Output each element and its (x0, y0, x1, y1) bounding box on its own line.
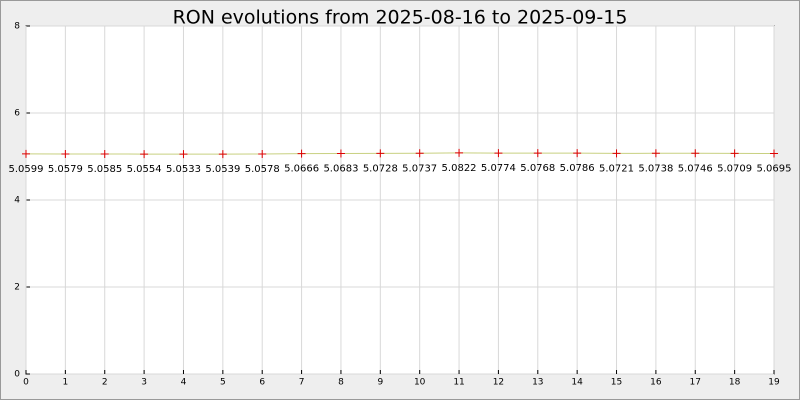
marker (258, 149, 267, 158)
value-label: 5.0737 (402, 163, 437, 174)
x-tick-label: 9 (377, 378, 383, 388)
value-label: 5.0822 (442, 163, 477, 174)
x-tick-label: 15 (611, 378, 622, 388)
marker (612, 149, 621, 158)
value-label: 5.0738 (638, 163, 673, 174)
value-label: 5.0786 (560, 163, 595, 174)
value-label: 5.0728 (363, 163, 398, 174)
marker (297, 149, 306, 158)
marker (336, 149, 345, 158)
x-tick-label: 12 (493, 378, 504, 388)
marker (533, 149, 542, 158)
marker (573, 149, 582, 158)
marker (691, 149, 700, 158)
x-tick-label: 13 (532, 378, 543, 388)
value-label: 5.0768 (520, 163, 555, 174)
value-label: 5.0578 (245, 164, 280, 175)
value-label: 5.0599 (9, 164, 44, 175)
marker (651, 149, 660, 158)
x-tick-label: 3 (141, 378, 147, 388)
value-label: 5.0533 (166, 164, 201, 175)
x-tick-label: 1 (63, 378, 69, 388)
x-tick-label: 0 (23, 378, 29, 388)
marker (140, 150, 149, 159)
x-tick-label: 10 (414, 378, 426, 388)
y-tick-label: 8 (14, 22, 20, 32)
value-label: 5.0554 (127, 164, 162, 175)
value-label: 5.0721 (599, 163, 634, 174)
x-tick-label: 17 (690, 378, 701, 388)
y-tick-label: 4 (14, 196, 20, 206)
x-tick-label: 2 (102, 378, 108, 388)
x-tick-label: 8 (338, 378, 344, 388)
y-tick-label: 6 (14, 109, 20, 119)
value-label: 5.0539 (205, 164, 240, 175)
value-label: 5.0695 (757, 163, 792, 174)
x-tick-label: 19 (768, 378, 780, 388)
marker (494, 149, 503, 158)
marker (22, 149, 30, 158)
value-label: 5.0585 (87, 164, 122, 175)
chart-title: RON evolutions from 2025-08-16 to 2025-0… (173, 7, 628, 29)
value-label: 5.0746 (678, 163, 713, 174)
marker (730, 149, 739, 158)
x-tick-label: 4 (181, 378, 187, 388)
marker (179, 150, 188, 159)
marker (770, 149, 778, 158)
x-tick-label: 18 (729, 378, 741, 388)
marker (100, 149, 109, 158)
marker (61, 149, 70, 158)
x-tick-label: 16 (650, 378, 662, 388)
value-label: 5.0683 (323, 164, 358, 175)
value-label: 5.0666 (284, 164, 319, 175)
marker (376, 149, 385, 158)
marker (455, 148, 464, 157)
marker (415, 149, 424, 158)
value-label: 5.0774 (481, 163, 516, 174)
marker (218, 150, 227, 159)
series-line (25, 152, 775, 155)
y-tick-label: 2 (14, 283, 20, 293)
x-tick-label: 5 (220, 378, 226, 388)
x-tick-label: 7 (299, 378, 305, 388)
x-tick-label: 11 (453, 378, 464, 388)
x-tick-label: 14 (571, 378, 583, 388)
x-tick-label: 6 (259, 378, 265, 388)
value-label: 5.0709 (717, 163, 752, 174)
y-tick-label: 0 (14, 370, 20, 380)
value-label: 5.0579 (48, 164, 83, 175)
